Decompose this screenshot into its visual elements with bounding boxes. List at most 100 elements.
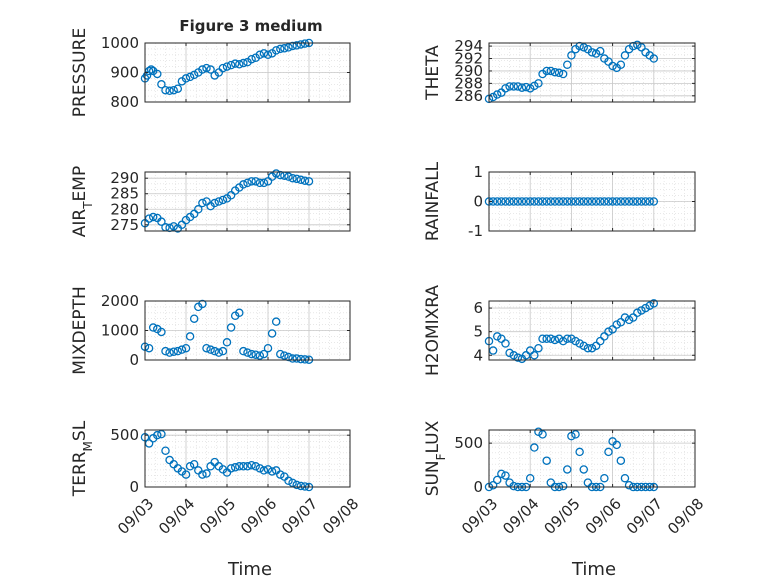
- data-point: [497, 334, 506, 344]
- y-tick-label: 290: [110, 169, 139, 187]
- data-point: [637, 197, 646, 206]
- data-point: [177, 345, 187, 354]
- data-point: [546, 197, 556, 206]
- data-point: [189, 314, 199, 323]
- y-tick-label: 292: [454, 50, 483, 68]
- data-point: [595, 197, 605, 206]
- data-point: [497, 197, 506, 206]
- data-point: [263, 465, 273, 474]
- y-tick-label: 0: [473, 478, 483, 496]
- x-tick-label: 09/08: [319, 495, 362, 538]
- data-point: [165, 348, 174, 357]
- data-point: [198, 299, 207, 309]
- data-point: [296, 354, 306, 364]
- ylabel-part: SL: [70, 420, 90, 441]
- data-point: [501, 197, 510, 206]
- y-tick-label: 800: [110, 93, 139, 111]
- data-point: [230, 59, 240, 68]
- data-point: [538, 430, 547, 439]
- data-point: [624, 197, 634, 206]
- data-point: [296, 175, 306, 185]
- data-point: [567, 51, 576, 60]
- axes-mixdepth: 0 1000 2000 MIXDEPTH: [70, 286, 351, 375]
- data-point: [157, 217, 166, 226]
- data-point: [567, 334, 576, 344]
- data-point: [509, 82, 518, 91]
- data-point: [259, 349, 269, 359]
- data-point: [558, 197, 568, 206]
- data-point: [525, 197, 535, 206]
- data-point: [567, 197, 576, 206]
- data-point: [214, 348, 224, 357]
- data-point: [173, 84, 183, 93]
- data-point: [550, 197, 560, 206]
- data-point: [267, 467, 277, 476]
- y-tick-label: 285: [110, 185, 139, 203]
- data-point: [157, 429, 166, 439]
- y-tick-label: 0: [129, 478, 139, 496]
- data-point: [571, 336, 580, 346]
- data-point: [280, 351, 289, 360]
- data-point: [263, 50, 273, 60]
- data-point: [189, 70, 199, 80]
- data-point: [509, 351, 518, 360]
- data-point: [616, 197, 626, 206]
- data-point: [554, 68, 564, 78]
- axes-box: [144, 171, 351, 232]
- data-point: [210, 346, 219, 356]
- data-point: [251, 177, 260, 186]
- data-point: [206, 345, 215, 354]
- y-axis-label: PRESSURE: [70, 28, 90, 117]
- y-axis-label: SUNFLUX: [423, 420, 448, 496]
- ylabel-subscript: T: [81, 201, 95, 210]
- data-point: [214, 197, 224, 206]
- ylabel-part: AIR: [70, 209, 90, 238]
- data-point: [501, 471, 510, 480]
- data-point: [247, 54, 256, 64]
- data-point: [255, 464, 265, 473]
- data-point: [505, 348, 514, 358]
- data-point: [239, 462, 248, 471]
- data-point: [563, 334, 572, 344]
- data-point: [169, 85, 178, 95]
- y-tick-label: 290: [454, 62, 483, 80]
- data-point: [612, 440, 621, 450]
- y-tick-label: 4: [473, 346, 483, 364]
- y-tick-label: 288: [454, 74, 483, 92]
- data-point: [230, 463, 240, 472]
- data-point: [185, 332, 195, 341]
- data-point: [505, 82, 514, 91]
- data-point: [513, 353, 523, 362]
- data-point: [554, 334, 564, 344]
- data-point: [497, 469, 506, 479]
- data-point: [292, 41, 301, 50]
- y-axis-label: MIXDEPTH: [70, 286, 90, 375]
- data-point: [575, 197, 584, 206]
- data-point: [521, 82, 531, 92]
- axes-pressure: 800 900 1000 PRESSURE: [70, 28, 351, 117]
- data-point: [259, 466, 269, 475]
- data-point: [292, 354, 301, 363]
- data-point: [530, 197, 539, 206]
- data-point: [239, 346, 248, 356]
- data-point: [620, 51, 630, 60]
- data-point: [563, 465, 572, 474]
- data-point: [558, 481, 568, 491]
- data-point: [534, 197, 543, 206]
- data-point: [263, 343, 273, 353]
- data-point: [583, 197, 593, 206]
- y-tick-label: 2000: [101, 292, 139, 310]
- data-point: [571, 197, 580, 206]
- x-tick-label: 09/07: [623, 495, 666, 538]
- data-point: [534, 79, 543, 88]
- y-tick-label: 0: [473, 193, 483, 211]
- y-tick-label: 5: [473, 323, 483, 341]
- y-tick-label: 275: [110, 216, 139, 234]
- data-point: [288, 478, 297, 488]
- data-point: [239, 58, 248, 68]
- data-point: [189, 459, 199, 469]
- data-point: [649, 54, 659, 63]
- data-point: [575, 339, 584, 348]
- data-point: [616, 456, 626, 465]
